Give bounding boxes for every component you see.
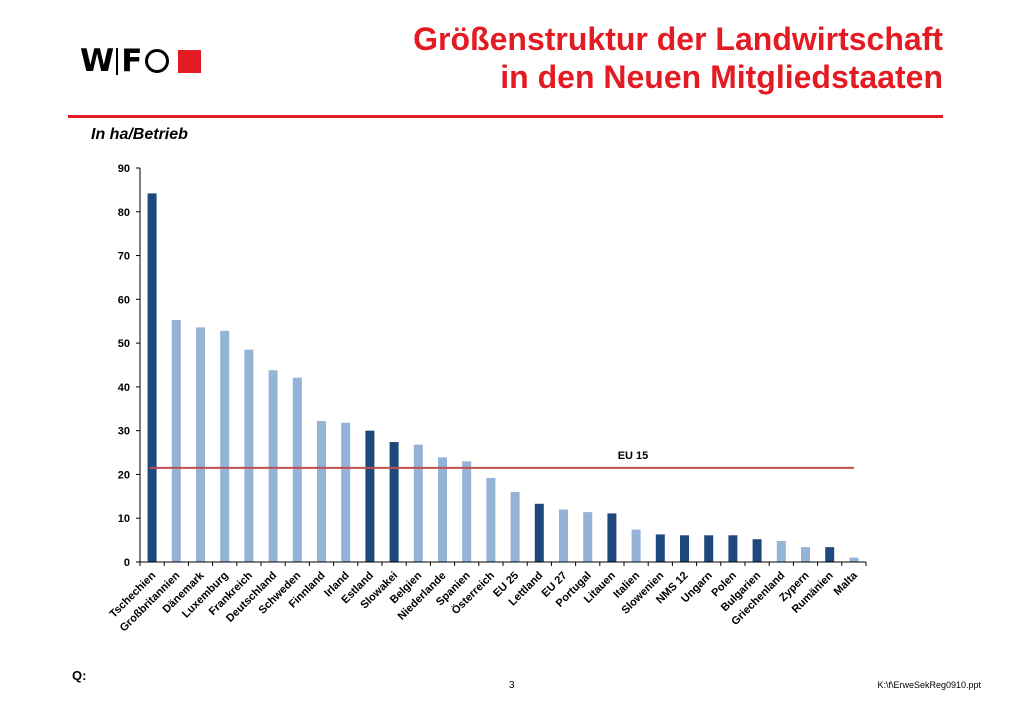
bar <box>462 461 472 562</box>
y-tick-label: 0 <box>124 557 130 569</box>
y-tick-label: 30 <box>118 426 130 438</box>
y-tick-label: 80 <box>118 207 130 219</box>
bar <box>607 513 617 562</box>
y-tick-label: 20 <box>118 469 130 481</box>
y-tick-label: 90 <box>118 163 130 175</box>
bar <box>704 535 714 562</box>
bar <box>317 421 326 562</box>
bar <box>776 540 786 562</box>
title-divider <box>68 115 943 118</box>
bar <box>147 193 157 562</box>
logo-circle-icon <box>145 49 170 73</box>
bar <box>534 503 544 562</box>
logo-square-icon <box>178 49 202 73</box>
y-tick-label: 60 <box>118 294 130 306</box>
bar <box>268 370 278 562</box>
bar <box>849 557 859 562</box>
bar <box>801 547 810 562</box>
logo-divider <box>116 47 119 75</box>
wifo-logo: W F <box>80 43 202 79</box>
bars <box>147 193 859 562</box>
reference-line-group: EU 15 <box>150 450 854 469</box>
x-tick-label: Malta <box>832 569 861 598</box>
logo-letter-w: W <box>80 43 114 79</box>
y-axis-ticks: 0 10 20 30 40 50 60 70 80 90 <box>118 163 140 569</box>
file-path: K:\f\ErweSekReg0910.ppt <box>877 680 981 690</box>
y-tick-label: 70 <box>118 251 130 263</box>
y-tick-label: 40 <box>118 382 130 394</box>
reference-line-label: EU 15 <box>618 450 649 462</box>
bar <box>220 330 230 562</box>
bar <box>171 319 181 562</box>
title-line-1: Größenstruktur der Landwirtschaft <box>413 21 943 57</box>
page-number: 3 <box>509 680 515 691</box>
x-axis-labels: TschechienGroßbritannienDänemarkLuxembur… <box>108 569 861 635</box>
bar <box>752 539 762 562</box>
bar <box>486 477 496 562</box>
bar <box>389 442 399 562</box>
y-tick-label: 50 <box>118 338 130 350</box>
bar <box>196 327 205 562</box>
bar <box>413 444 423 562</box>
source-label: Q: <box>72 668 87 683</box>
bar <box>728 535 738 562</box>
bar <box>631 529 641 562</box>
slide-title: Größenstruktur der Landwirtschaft in den… <box>413 20 943 96</box>
title-line-2: in den Neuen Mitgliedstaaten <box>500 59 943 95</box>
bar <box>341 422 351 562</box>
y-tick-label: 10 <box>118 513 130 525</box>
bar <box>583 512 593 562</box>
bar <box>655 534 665 562</box>
bar <box>510 491 520 562</box>
bar <box>292 377 302 562</box>
axes <box>139 168 867 566</box>
unit-label: In ha/Betrieb <box>91 126 188 143</box>
bar <box>244 349 254 562</box>
logo-letter-f: F <box>121 43 142 79</box>
bar <box>365 430 375 562</box>
bar <box>559 509 568 562</box>
bar <box>680 535 689 562</box>
bar <box>438 457 447 562</box>
bar <box>825 547 835 562</box>
